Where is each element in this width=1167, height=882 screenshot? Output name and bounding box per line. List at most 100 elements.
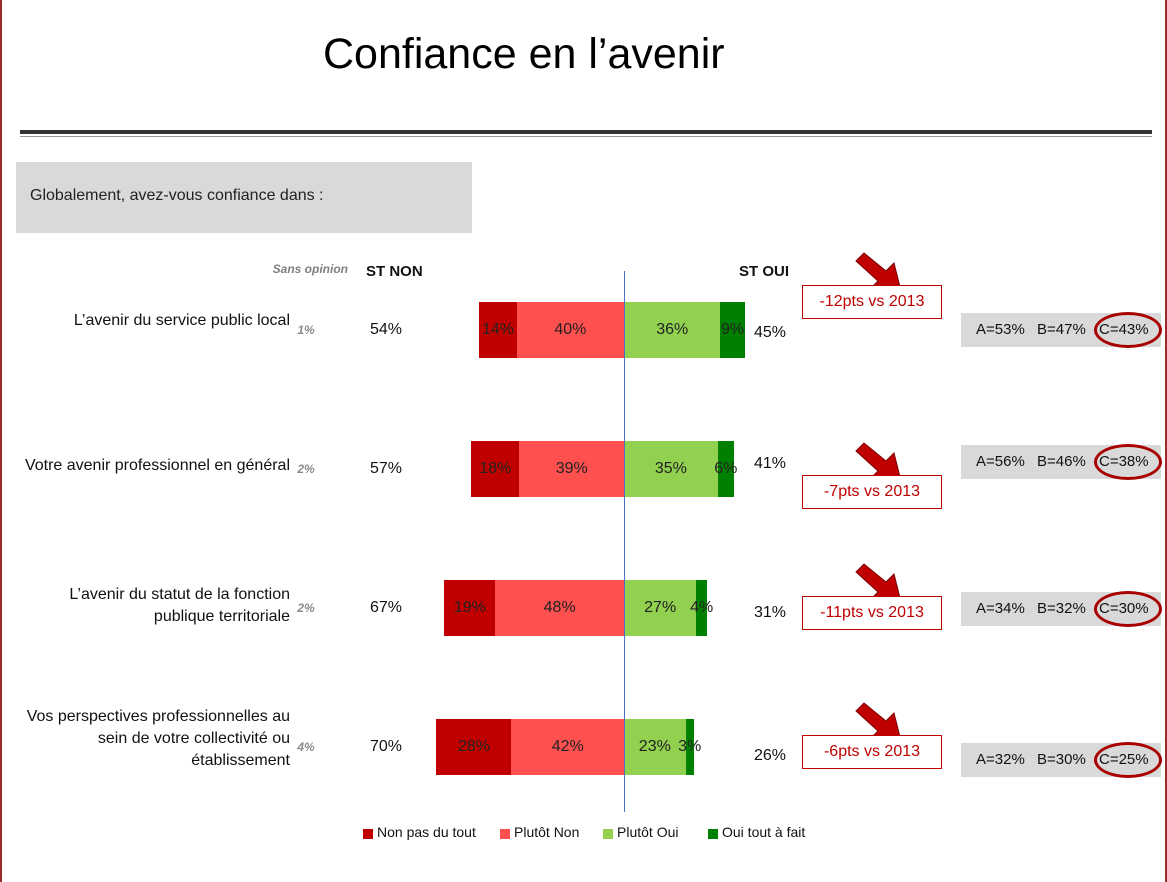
bar-segment-plutot-non: 39% [519,441,624,497]
legend-swatch-plutot-oui [603,829,613,839]
chart-center-axis [624,271,625,812]
bar-segment-plutot-oui: 35% [624,441,718,497]
st-oui-value: 45% [754,324,787,341]
trend-callout: -11pts vs 2013 [802,596,942,630]
segment-comparison-panel: A=34% B=32% C=30% [961,591,1162,627]
bar-segment-plutot-oui: 36% [624,302,721,358]
bar-segment-oui-tout-a-fait: 6% [714,441,737,497]
row-label-line: sein de votre collectivité ou [97,730,290,747]
bar-segment-plutot-oui: 27% [624,580,697,636]
red-arrow-icon [852,441,916,489]
sans-opinion-value: 4% [297,740,315,754]
bar-data-label: 4% [690,599,714,616]
row-label-line: Vos perspectives professionnelles au [26,708,290,725]
segment-comparison-panel: A=32% B=30% C=25% [961,742,1162,778]
segment-b-value: B=30% [1037,751,1086,768]
bar-segment-non-pas-du-tout: 14% [479,302,517,358]
legend-label-oui-tout-a-fait: Oui tout à fait [722,824,806,840]
bar-data-label: 18% [479,460,512,477]
bar-segment-plutot-non: 40% [516,302,624,358]
bar-data-label: 27% [644,599,677,616]
red-circle-icon [1094,312,1162,348]
red-arrow-icon [852,562,916,610]
legend-swatch-non-pas-du-tout [363,829,373,839]
legend-label-plutot-oui: Plutôt Oui [617,824,679,840]
st-non-value: 67% [370,599,403,616]
segment-comparison-panel: A=56% B=46% C=38% [961,444,1162,480]
bar-data-label: 23% [638,738,671,755]
bar-segment-plutot-non: 42% [511,719,624,775]
row-label: Votre avenir professionnel en général [25,455,290,477]
title-divider-shadow [20,136,1152,137]
bar-segment-non-pas-du-tout: 18% [471,441,520,497]
st-non-value: 54% [370,321,403,338]
legend-swatch-plutot-non [500,829,510,839]
trend-callout: -12pts vs 2013 [802,285,942,319]
bar-data-label: 48% [543,599,576,616]
red-circle-icon [1094,591,1162,627]
bar-data-label: 19% [453,599,486,616]
segment-b-value: B=47% [1037,321,1086,338]
trend-text: -12pts vs 2013 [819,293,925,310]
row-label: L’avenir du service public local [74,310,290,332]
legend-label-non-pas-du-tout: Non pas du tout [377,824,476,840]
bar-segment-plutot-oui: 23% [624,719,686,775]
bar-data-label: 36% [656,321,689,338]
slide-right-border [1165,0,1167,882]
st-oui-value: 26% [754,747,787,764]
bar-data-label: 14% [482,321,515,338]
row-label-line: publique territoriale [153,608,290,625]
sans-opinion-value: 2% [297,601,315,615]
st-non-header: ST NON [366,263,423,280]
sans-opinion-value: 1% [297,323,315,337]
segment-a-value: A=32% [976,751,1025,768]
trend-callout: -7pts vs 2013 [802,475,942,509]
page-title: Confiance en l’avenir [323,30,725,78]
bar-data-label: 9% [720,321,745,338]
bar-data-label: 40% [554,321,587,338]
st-oui-value: 31% [754,604,787,621]
title-divider [20,130,1152,134]
bar-segment-oui-tout-a-fait: 9% [720,302,745,358]
segment-a-value: A=53% [976,321,1025,338]
st-non-value: 57% [370,460,403,477]
trend-text: -11pts vs 2013 [820,604,924,621]
row-label-line: Votre avenir professionnel en général [24,457,290,474]
bar-data-label: 3% [678,738,702,755]
row-label-line: établissement [191,752,290,769]
sans-opinion-value: 2% [297,462,315,476]
segment-a-value: A=56% [976,453,1025,470]
row-label: Vos perspectives professionnelles au sein… [27,706,290,772]
bar-segment-oui-tout-a-fait: 4% [690,580,713,636]
red-circle-icon [1094,742,1162,778]
red-arrow-icon [852,251,916,299]
trend-text: -6pts vs 2013 [823,743,921,760]
bar-data-label: 42% [551,738,584,755]
red-circle-icon [1094,444,1162,480]
st-oui-header: ST OUI [739,263,790,280]
trend-callout: -6pts vs 2013 [802,735,942,769]
row-label-line: L’avenir du service public local [73,312,290,329]
segment-b-value: B=32% [1037,600,1086,617]
legend-swatch-oui-tout-a-fait [708,829,718,839]
bar-segment-plutot-non: 48% [495,580,624,636]
segment-b-value: B=46% [1037,453,1086,470]
bar-segment-non-pas-du-tout: 28% [436,719,512,775]
bar-segment-oui-tout-a-fait: 3% [678,719,701,775]
question-text: Globalement, avez-vous confiance dans : [30,187,324,204]
slide-left-border [0,0,2,882]
bar-data-label: 39% [555,460,588,477]
st-oui-value: 41% [754,455,787,472]
bar-data-label: 6% [714,460,738,477]
red-arrow-icon [852,701,916,749]
st-non-value: 70% [370,738,403,755]
question-box: Globalement, avez-vous confiance dans : [16,162,472,233]
segment-comparison-panel: A=53% B=47% C=43% [961,312,1162,348]
row-label: L’avenir du statut de la fonction publiqu… [69,584,290,628]
trend-text: -7pts vs 2013 [823,483,921,500]
bar-data-label: 35% [654,460,687,477]
segment-a-value: A=34% [976,600,1025,617]
sans-opinion-header: Sans opinion [272,262,348,276]
bar-segment-non-pas-du-tout: 19% [444,580,496,636]
